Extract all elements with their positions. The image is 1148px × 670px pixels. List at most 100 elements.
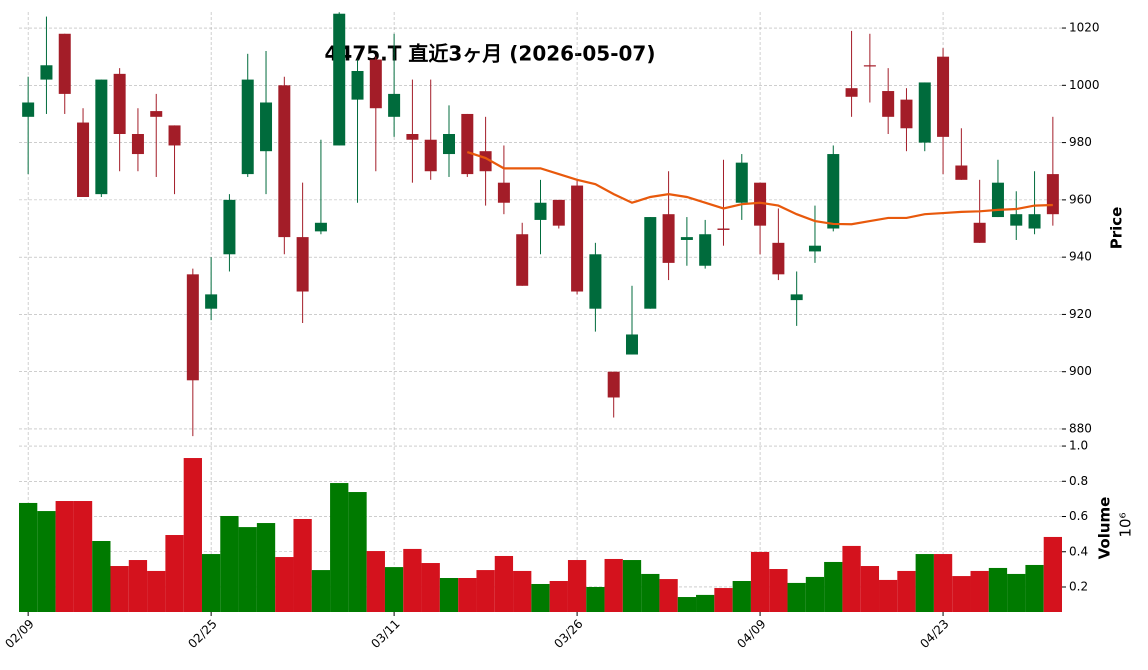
- volume-bar: [220, 515, 239, 612]
- volume-bar: [1025, 564, 1044, 612]
- volume-bar: [513, 570, 532, 612]
- y-tick-label: 920: [1069, 307, 1092, 321]
- candle-body: [424, 139, 437, 172]
- volume-bar: [879, 579, 898, 612]
- candle-body: [699, 234, 712, 266]
- candle-body: [918, 82, 931, 143]
- candle-body: [516, 234, 529, 286]
- volume-bar: [531, 583, 550, 612]
- candle-body: [845, 88, 858, 97]
- candle-body: [571, 185, 584, 292]
- volume-bar: [586, 586, 605, 612]
- volume-bar: [366, 551, 385, 612]
- volume-bar: [55, 501, 74, 612]
- candle-body: [22, 102, 35, 117]
- candle-body: [150, 111, 163, 117]
- candle-body: [607, 371, 620, 398]
- x-tick-label: 02/09: [2, 617, 36, 651]
- volume-bar: [330, 483, 349, 612]
- y-tick-label: 1020: [1069, 21, 1100, 35]
- y-tick-label: 980: [1069, 135, 1092, 149]
- candle-body: [333, 13, 346, 146]
- candle-body: [205, 294, 218, 309]
- candle-body: [77, 122, 90, 198]
- candle-body: [680, 237, 693, 240]
- volume-bar: [750, 551, 770, 612]
- volume-bar: [769, 569, 788, 612]
- volume-bar: [659, 579, 678, 612]
- volume-bar: [988, 567, 1008, 612]
- candle-body: [790, 294, 803, 301]
- candle-body: [95, 79, 108, 195]
- candle-body: [241, 79, 254, 175]
- candle-body: [900, 99, 913, 129]
- volume-bar: [714, 588, 733, 612]
- y-tick-label: 0.8: [1069, 474, 1088, 488]
- candle-body: [351, 70, 364, 100]
- candle-body: [388, 93, 401, 117]
- volume-bar: [897, 570, 916, 612]
- candle-body: [827, 154, 840, 229]
- candle-body: [991, 182, 1004, 218]
- volume-axis-title: Volume: [1096, 497, 1114, 560]
- volume-bar: [622, 560, 642, 612]
- volume-bar: [311, 570, 331, 612]
- candle-body: [589, 254, 602, 309]
- candle-body: [58, 33, 71, 94]
- volume-bar: [183, 458, 202, 612]
- volume-bar: [494, 555, 514, 612]
- volume-bar: [1043, 536, 1062, 612]
- candle-body: [406, 134, 419, 140]
- candle-body: [461, 113, 474, 175]
- volume-bar: [970, 570, 989, 612]
- volume-bar: [201, 554, 221, 612]
- candle-body: [497, 182, 510, 203]
- volume-bar: [238, 527, 257, 612]
- candle-body: [113, 73, 126, 135]
- volume-bar: [567, 560, 587, 612]
- volume-bar: [256, 523, 276, 612]
- candle-body: [131, 134, 144, 155]
- volume-bar: [293, 518, 312, 612]
- volume-bar: [641, 573, 660, 612]
- y-tick-label: 0.2: [1069, 579, 1088, 593]
- y-tick-label: 940: [1069, 250, 1092, 264]
- volume-bar: [732, 580, 751, 612]
- x-tick-label: 02/25: [185, 617, 219, 651]
- candle-body: [644, 217, 657, 309]
- candle-body: [186, 274, 199, 381]
- candle-body: [296, 237, 309, 292]
- candle-body: [808, 245, 821, 252]
- candle-body: [882, 91, 895, 117]
- candle-body: [937, 56, 950, 137]
- y-axis-title: Price: [1108, 207, 1126, 250]
- volume-bar: [92, 541, 111, 612]
- volume-bar: [933, 554, 953, 612]
- x-tick-label: 03/26: [551, 617, 585, 651]
- candle-body: [168, 125, 181, 146]
- volume-bar: [110, 566, 129, 612]
- volume-bar: [549, 580, 568, 612]
- candle-body: [1046, 174, 1059, 215]
- candle-body: [1010, 214, 1023, 226]
- candle-body: [754, 182, 767, 226]
- volume-bar: [128, 560, 148, 612]
- volume-bar: [842, 545, 861, 612]
- y-tick-label: 900: [1069, 364, 1092, 378]
- candle-body: [863, 65, 876, 67]
- volume-bar: [458, 578, 477, 612]
- volume-bar: [348, 492, 367, 612]
- candle-body: [223, 199, 236, 255]
- volume-bar: [787, 582, 806, 612]
- volume-bar: [952, 576, 971, 612]
- candle-body: [534, 202, 547, 220]
- volume-bar: [37, 511, 56, 612]
- volume-bar: [824, 561, 843, 612]
- volume-bar: [19, 502, 38, 612]
- candle-body: [955, 165, 968, 180]
- y-tick-label: 0.6: [1069, 509, 1088, 523]
- y-tick-label: 0.4: [1069, 544, 1088, 558]
- candle-body: [717, 228, 730, 230]
- candle-body: [625, 334, 638, 355]
